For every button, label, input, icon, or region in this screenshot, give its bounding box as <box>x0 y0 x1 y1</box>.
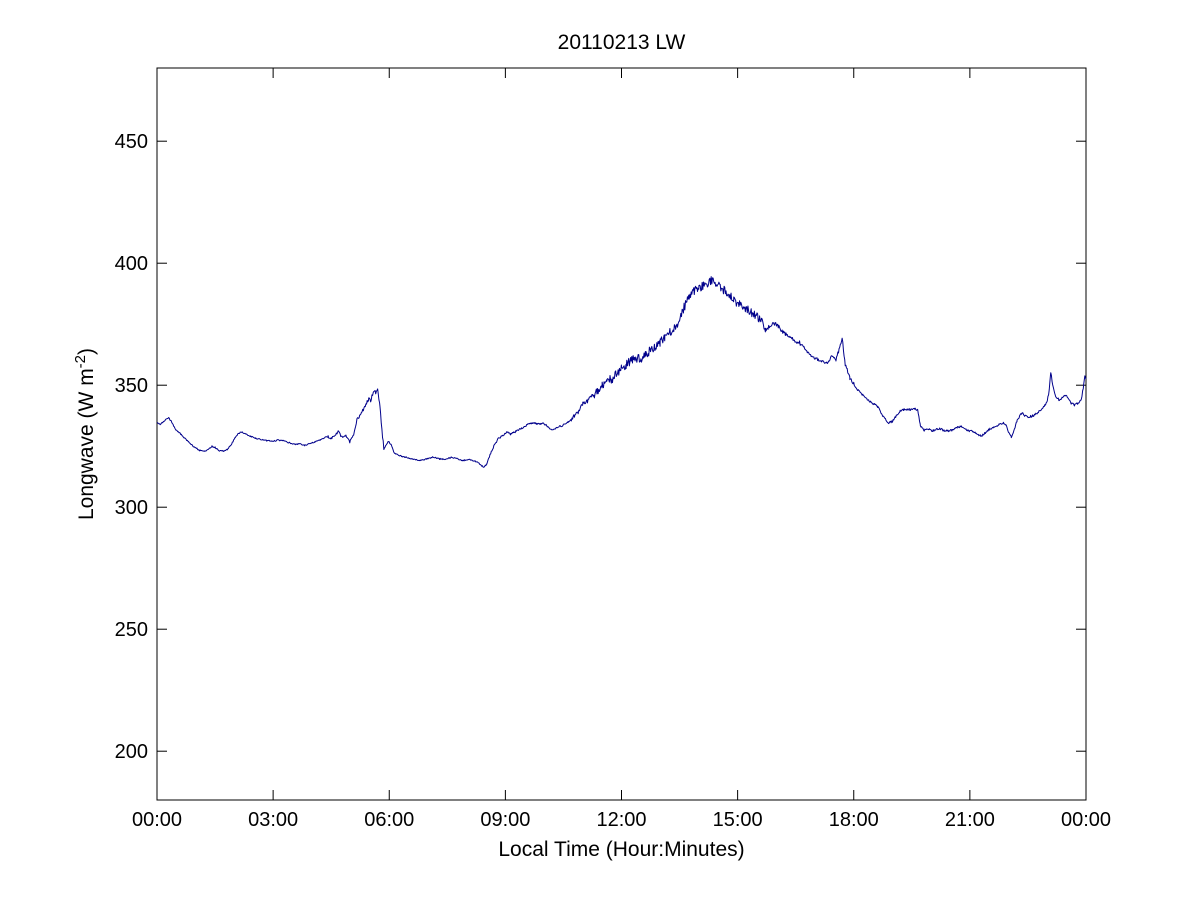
y-tick-label: 300 <box>115 497 148 519</box>
axes-layer: 00:00 03:00 06:00 09:00 12:00 15:00 18:00 21:00… <box>115 67 1111 831</box>
y-tick-label: 450 <box>115 131 148 153</box>
chart-title: 20110213 LW <box>558 31 686 54</box>
x-tick-label: 21:00 <box>945 809 995 831</box>
x-tick-label: 12:00 <box>596 809 646 831</box>
x-axis-label: Local Time (Hour:Minutes) <box>498 838 744 861</box>
x-tick-label: 03:00 <box>248 809 298 831</box>
y-tick-label: 250 <box>115 619 148 641</box>
x-tick-label: 00:00 <box>132 809 182 831</box>
x-tick-label: 15:00 <box>713 809 763 831</box>
longwave-series-line <box>156 276 1087 468</box>
plot-box <box>156 67 1087 801</box>
y-tick-label: 200 <box>115 741 148 763</box>
x-tick-label: 06:00 <box>364 809 414 831</box>
y-tick-label: 350 <box>115 375 148 397</box>
y-axis-label: Longwave (W m-2) <box>72 348 98 520</box>
x-tick-label: 09:00 <box>480 809 530 831</box>
x-tick-label: 18:00 <box>829 809 879 831</box>
x-tick-label: 00:00 <box>1061 809 1111 831</box>
y-tick-label: 400 <box>115 253 148 275</box>
